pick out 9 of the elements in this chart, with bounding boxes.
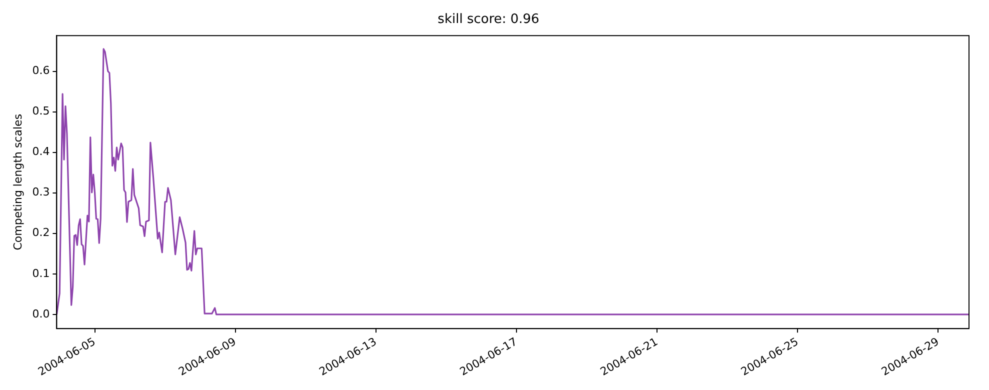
y-tick-label: 0.4 — [32, 145, 50, 158]
y-tick-label: 0.1 — [32, 266, 50, 280]
y-tick-label: 0.0 — [32, 307, 50, 320]
y-tick-label: 0.6 — [32, 64, 50, 78]
y-tick-label: 0.3 — [32, 186, 50, 199]
chart-title: skill score: 0.96 — [438, 12, 540, 28]
y-tick-label: 0.5 — [32, 104, 50, 118]
y-tick-label: 0.2 — [32, 226, 50, 240]
y-axis-title: Competing length scales — [11, 114, 24, 250]
